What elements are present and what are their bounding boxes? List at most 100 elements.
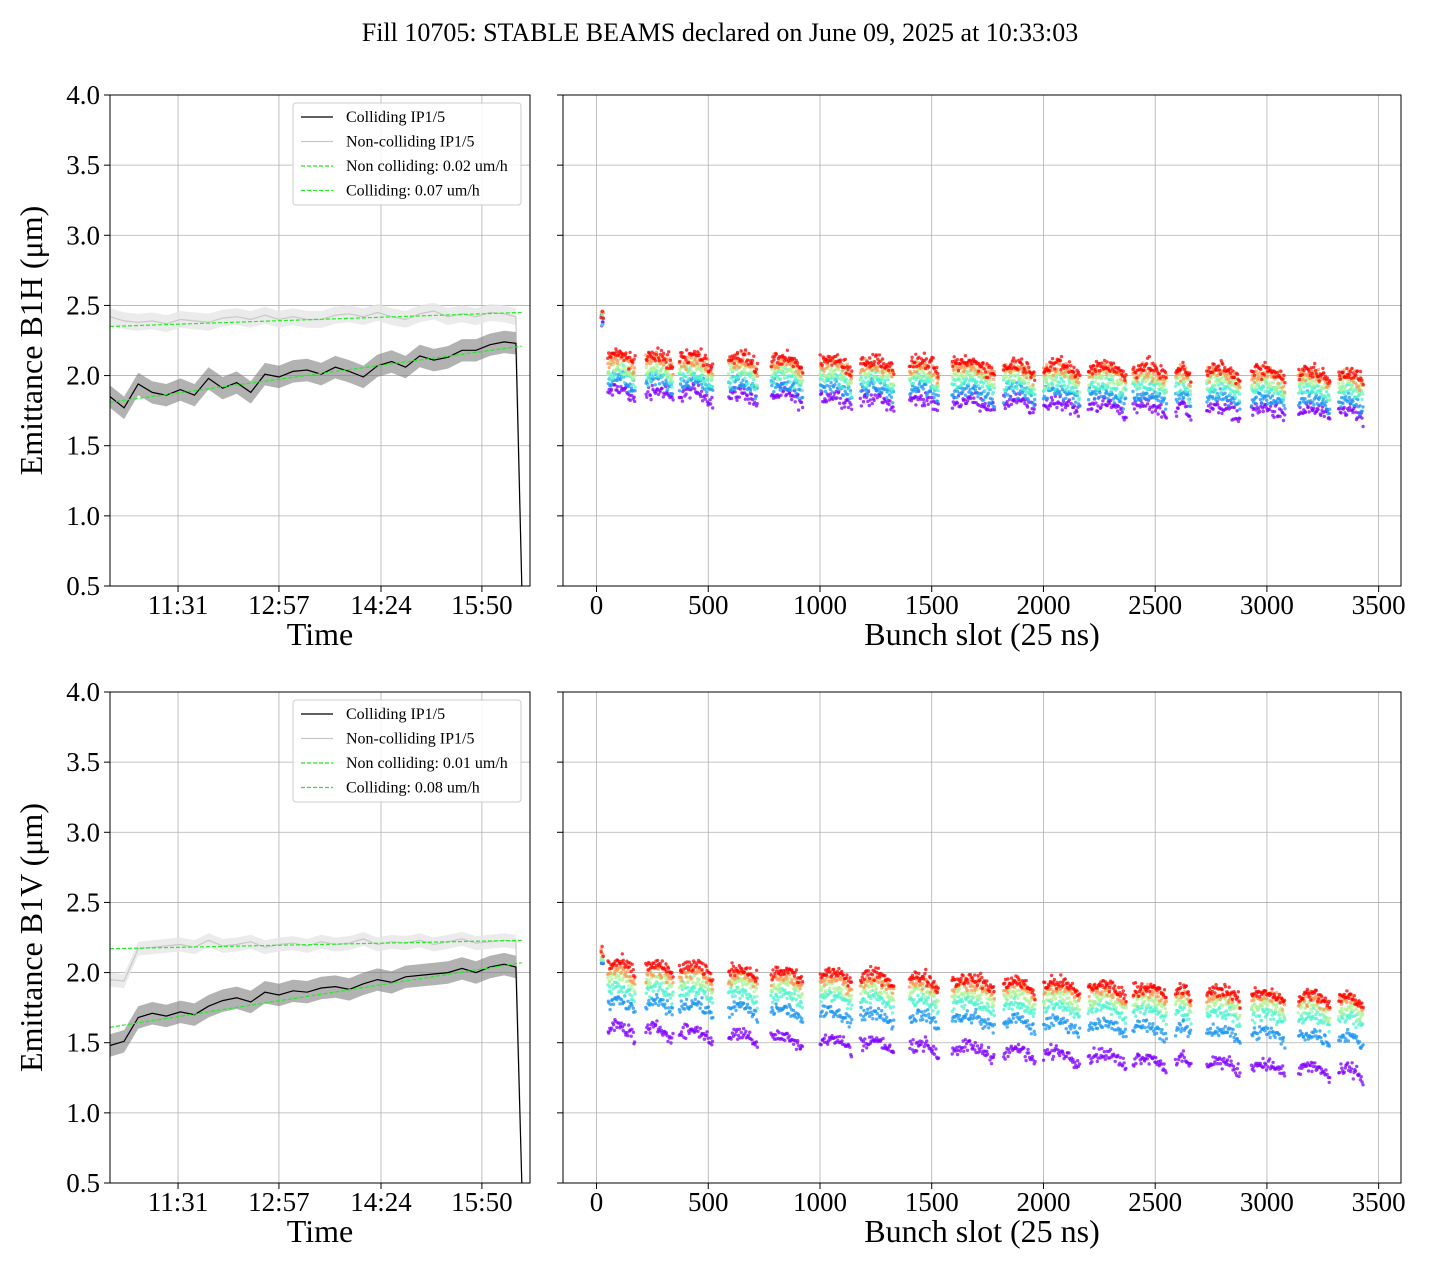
bunch-point xyxy=(1360,397,1364,402)
bunch-point xyxy=(686,377,690,381)
bunch-point xyxy=(608,1007,612,1012)
bunch-point xyxy=(891,1025,895,1029)
bunch-point xyxy=(973,368,977,372)
bunch-point xyxy=(1147,1062,1151,1066)
bunch-point xyxy=(699,1002,703,1006)
bunch-point xyxy=(1282,1074,1287,1078)
bunch-point xyxy=(1050,356,1055,361)
bunch-point xyxy=(1351,410,1355,415)
bunch-point xyxy=(872,362,876,367)
noncolliding-band xyxy=(110,302,516,333)
bunch-point xyxy=(931,1044,936,1049)
bunch-point xyxy=(735,350,740,355)
bunch-point xyxy=(1265,398,1269,402)
bunch-point xyxy=(1071,370,1076,374)
bunch-point xyxy=(680,351,684,355)
bunch-point xyxy=(1113,1059,1117,1064)
bunch-point xyxy=(878,394,882,399)
bunch-point xyxy=(827,398,831,402)
bunch-point xyxy=(1312,403,1316,407)
bunch-point xyxy=(633,1010,637,1014)
bunch-point xyxy=(989,401,993,406)
bunch-point xyxy=(1001,401,1006,405)
bunch-point xyxy=(1182,376,1186,381)
bunch-point xyxy=(1049,1042,1053,1047)
bunch-point xyxy=(747,401,752,405)
bunch-point xyxy=(1261,409,1266,414)
bunch-point xyxy=(850,369,854,373)
bunch-point xyxy=(914,403,918,407)
bunch-point xyxy=(622,372,626,377)
bunch-point xyxy=(921,387,925,391)
bunch-point xyxy=(1033,388,1037,392)
bunch-point xyxy=(1215,374,1219,378)
bunch-point xyxy=(1346,1061,1350,1065)
bunch-point xyxy=(743,376,747,380)
bunch-point xyxy=(963,354,968,358)
bunch-point xyxy=(1260,401,1264,406)
bunch-point xyxy=(1158,376,1162,380)
bunch-point xyxy=(1218,372,1223,376)
bunch-point xyxy=(1188,414,1192,418)
bunch-point xyxy=(1013,397,1017,402)
bunch-point xyxy=(1062,375,1067,379)
bunch-point xyxy=(612,1028,617,1033)
bunch-point xyxy=(1090,372,1095,376)
bunch-point xyxy=(1222,1056,1226,1061)
bunch-point xyxy=(955,1052,960,1057)
bunch-point xyxy=(888,1043,892,1047)
bunch-point xyxy=(1121,407,1126,411)
bunch-point xyxy=(1090,407,1094,411)
bunch-point xyxy=(1328,1075,1332,1080)
bunch-point xyxy=(627,1023,631,1027)
bunch-point xyxy=(653,368,657,372)
bunch-point xyxy=(992,405,997,409)
bunch-point xyxy=(1026,1047,1030,1052)
bunch-point xyxy=(1050,398,1055,402)
bunch-point xyxy=(1124,416,1128,420)
bunch-point xyxy=(704,356,708,361)
bunch-point xyxy=(1271,381,1276,385)
bunch-point xyxy=(892,372,896,376)
bunch-point xyxy=(1238,416,1242,421)
bunch-point xyxy=(693,997,697,1001)
bunch-point xyxy=(830,363,834,367)
bunch-point xyxy=(875,396,879,400)
bunch-point xyxy=(729,376,733,380)
bunch-point xyxy=(925,1039,929,1043)
bunch-point xyxy=(656,346,660,350)
bunch-point xyxy=(1327,411,1332,416)
bunch-point xyxy=(1358,404,1362,408)
bunch-point xyxy=(728,381,732,385)
bunch-point xyxy=(951,364,955,369)
bunch-point xyxy=(651,374,655,378)
bunch-point xyxy=(1067,398,1072,402)
bunch-point xyxy=(1327,407,1332,411)
bunch-point xyxy=(733,1033,737,1037)
bunch-point xyxy=(656,1003,661,1007)
bunch-point xyxy=(1094,1052,1099,1057)
bunch-point xyxy=(844,371,848,375)
bunch-point xyxy=(1337,381,1341,385)
bunch-point xyxy=(953,382,957,387)
bunch-point xyxy=(632,370,636,374)
bunch-point xyxy=(650,383,654,388)
bunch-point xyxy=(950,1019,955,1023)
bunch-point xyxy=(630,393,634,398)
bunch-point xyxy=(1122,418,1127,422)
bunch-point xyxy=(927,1012,931,1016)
bunch-point xyxy=(801,1020,805,1024)
bunch-point xyxy=(1096,396,1101,401)
bunch-point xyxy=(746,397,750,401)
bunch-point xyxy=(754,394,758,398)
bunch-point xyxy=(1112,401,1117,405)
bunch-point xyxy=(980,371,984,375)
bunch-point xyxy=(928,389,933,393)
bunch-point xyxy=(769,380,773,385)
bunch-point xyxy=(922,371,926,375)
bunch-point xyxy=(1314,368,1318,373)
bunch-point xyxy=(1343,385,1347,389)
bunch-point xyxy=(838,396,843,400)
bunch-point xyxy=(865,1046,869,1050)
bunch-point xyxy=(914,352,918,356)
